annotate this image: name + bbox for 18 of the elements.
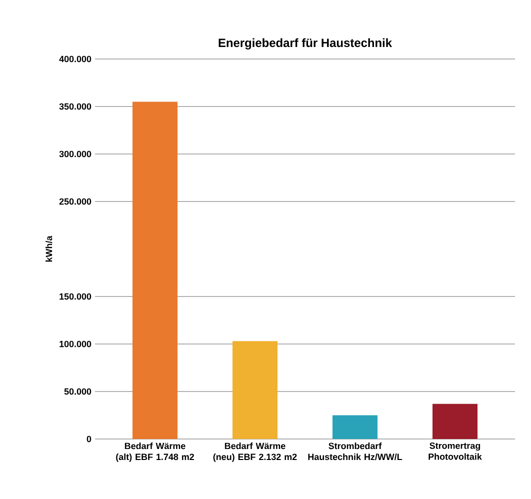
y-tick-label: 400.000 [59,56,92,62]
y-tick-label: 350.000 [59,103,92,110]
bar [432,404,478,439]
x-tick-label: Strombedarf Haustechnik Hz/WW/L [308,442,402,460]
bar [132,102,178,439]
bar [332,415,378,439]
y-axis-title: kWh/a [46,236,52,262]
y-tick-label: 50.000 [64,388,92,395]
chart-title: Energiebedarf für Haustechnik [218,38,392,50]
x-tick-label: Bedarf Wärme (neu) EBF 2.132 m2 [213,442,297,462]
y-tick-label: 300.000 [59,150,92,158]
y-tick-label: 250.000 [59,198,92,205]
x-tick-label: Stromertrag Photovoltaik [428,442,482,460]
y-tick-label: 0 [86,436,92,442]
y-tick-label: 150.000 [60,293,92,300]
y-tick-label: 100.000 [60,340,92,348]
bar [232,341,278,439]
x-tick-label: Bedarf Wärme (alt) EBF 1.748 m2 [116,442,194,462]
